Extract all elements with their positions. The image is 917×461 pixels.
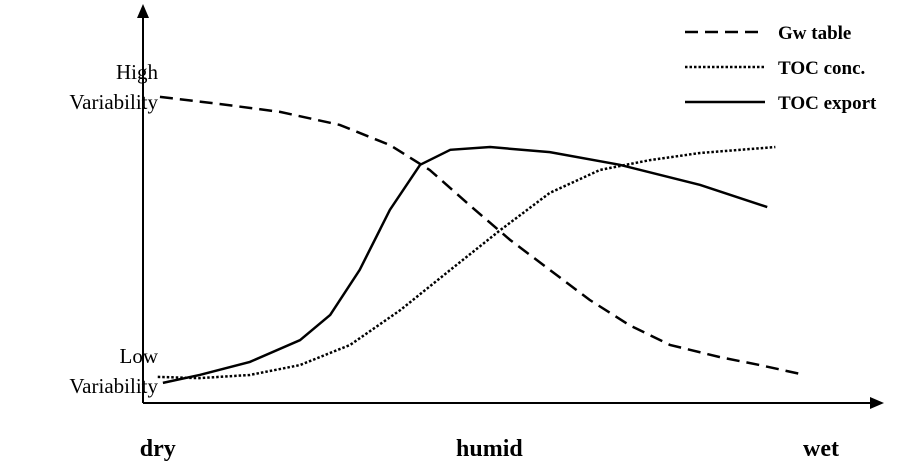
line-series	[162, 145, 768, 385]
y-tick-label: Low Variability	[69, 344, 158, 399]
line-series	[159, 95, 806, 377]
legend-label: TOC conc.	[778, 58, 865, 79]
x-tick-label: humid	[456, 436, 523, 461]
x-tick-label: dry	[140, 436, 176, 461]
y-tick-label: High Variability	[69, 60, 158, 114]
x-arrow	[870, 397, 884, 409]
y-arrow	[137, 4, 149, 18]
legend-label: TOC export	[778, 93, 877, 114]
x-tick-label: wet	[803, 436, 839, 461]
line-series	[157, 145, 776, 380]
legend-label: Gw table	[778, 23, 851, 44]
